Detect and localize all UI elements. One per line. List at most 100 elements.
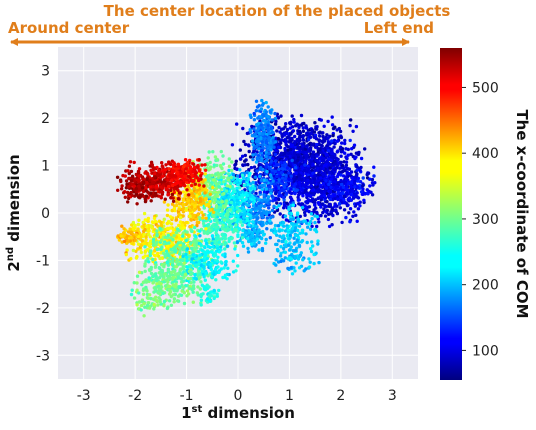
scatter-point: [312, 150, 315, 153]
scatter-point: [185, 188, 188, 191]
scatter-point: [146, 257, 149, 260]
scatter-point: [362, 176, 365, 179]
scatter-point: [297, 202, 300, 205]
scatter-point: [300, 157, 303, 160]
scatter-point: [319, 189, 322, 192]
scatter-point: [348, 168, 351, 171]
scatter-point: [287, 208, 290, 211]
scatter-point: [199, 280, 202, 283]
scatter-point: [208, 150, 211, 153]
scatter-point: [334, 187, 337, 190]
scatter-point: [171, 184, 174, 187]
scatter-point: [120, 225, 123, 228]
scatter-point: [176, 189, 179, 192]
scatter-point: [211, 196, 214, 199]
scatter-point: [166, 214, 169, 217]
scatter-point: [126, 191, 129, 194]
scatter-point: [284, 251, 287, 254]
scatter-point: [286, 166, 289, 169]
scatter-point: [198, 229, 201, 232]
scatter-point: [324, 163, 327, 166]
scatter-point: [280, 240, 283, 243]
scatter-point: [152, 188, 155, 191]
scatter-point: [260, 178, 263, 181]
scatter-point: [169, 163, 172, 166]
scatter-point: [238, 168, 241, 171]
scatter-point: [171, 193, 174, 196]
scatter-point: [160, 245, 163, 248]
scatter-point: [229, 208, 232, 211]
scatter-point: [229, 220, 232, 223]
scatter-point: [274, 224, 277, 227]
scatter-point: [185, 256, 188, 259]
scatter-point: [165, 242, 168, 245]
scatter-point: [126, 169, 129, 172]
scatter-point: [182, 165, 185, 168]
scatter-point: [290, 192, 293, 195]
scatter-point: [271, 157, 274, 160]
scatter-point: [137, 170, 140, 173]
scatter-point: [177, 163, 180, 166]
scatter-point: [353, 181, 356, 184]
scatter-point: [131, 182, 134, 185]
scatter-point: [215, 164, 218, 167]
scatter-point: [310, 240, 313, 243]
scatter-point: [357, 202, 360, 205]
scatter-point: [312, 253, 315, 256]
scatter-point: [284, 122, 287, 125]
scatter-point: [294, 249, 297, 252]
scatter-point: [293, 135, 296, 138]
scatter-point: [259, 168, 262, 171]
scatter-point: [165, 250, 168, 253]
scatter-point: [142, 225, 145, 228]
scatter-point: [123, 240, 126, 243]
scatter-point: [270, 131, 273, 134]
scatter-point: [204, 172, 207, 175]
scatter-point: [190, 184, 193, 187]
annotation-title: The center location of the placed object…: [104, 2, 451, 20]
scatter-point: [326, 120, 329, 123]
scatter-point: [280, 171, 283, 174]
scatter-point: [227, 228, 230, 231]
scatter-point: [223, 247, 226, 250]
scatter-point: [345, 161, 348, 164]
scatter-point: [155, 184, 158, 187]
scatter-point: [298, 130, 301, 133]
scatter-point: [234, 269, 237, 272]
scatter-point: [172, 163, 175, 166]
scatter-point: [241, 196, 244, 199]
scatter-point: [309, 148, 312, 151]
scatter-point: [328, 171, 331, 174]
scatter-point: [263, 205, 266, 208]
scatter-point: [236, 206, 239, 209]
scatter-point: [181, 255, 184, 258]
scatter-point: [277, 137, 280, 140]
scatter-point: [212, 211, 215, 214]
scatter-point: [297, 199, 300, 202]
scatter-point: [312, 208, 315, 211]
scatter-point: [247, 177, 250, 180]
scatter-point: [204, 217, 207, 220]
scatter-point: [314, 159, 317, 162]
scatter-point: [241, 236, 244, 239]
scatter-point: [130, 170, 133, 173]
scatter-point: [294, 226, 297, 229]
scatter-point: [192, 280, 195, 283]
scatter-point: [253, 228, 256, 231]
scatter-point: [151, 258, 154, 261]
scatter-point: [202, 222, 205, 225]
scatter-point: [258, 175, 261, 178]
scatter-point: [229, 176, 232, 179]
scatter-point: [234, 223, 237, 226]
scatter-point: [265, 238, 268, 241]
scatter-point: [171, 263, 174, 266]
scatter-point: [260, 149, 263, 152]
scatter-point: [226, 213, 229, 216]
scatter-point: [145, 195, 148, 198]
scatter-point: [189, 225, 192, 228]
scatter-point: [149, 249, 152, 252]
scatter-point: [243, 208, 246, 211]
scatter-point: [222, 171, 225, 174]
scatter-point: [192, 163, 195, 166]
scatter-point: [279, 212, 282, 215]
